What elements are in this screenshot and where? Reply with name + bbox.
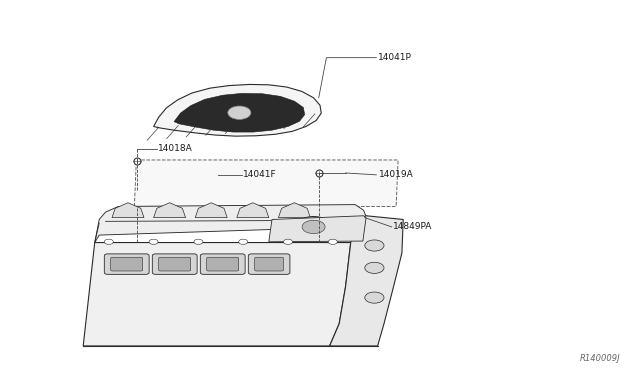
Polygon shape: [134, 160, 398, 206]
Circle shape: [296, 217, 332, 237]
Text: 14849PA: 14849PA: [393, 222, 433, 231]
Circle shape: [302, 220, 325, 234]
FancyBboxPatch shape: [104, 254, 149, 275]
Circle shape: [239, 239, 248, 244]
FancyBboxPatch shape: [207, 257, 239, 271]
FancyBboxPatch shape: [152, 254, 197, 275]
Polygon shape: [154, 84, 321, 136]
Polygon shape: [195, 203, 227, 218]
Polygon shape: [237, 203, 269, 218]
Text: 14019A: 14019A: [379, 170, 413, 179]
Circle shape: [284, 239, 292, 244]
Polygon shape: [83, 243, 351, 346]
FancyBboxPatch shape: [248, 254, 290, 275]
Circle shape: [365, 240, 384, 251]
Polygon shape: [174, 93, 305, 132]
FancyBboxPatch shape: [111, 257, 143, 271]
Circle shape: [228, 106, 251, 119]
Circle shape: [328, 239, 337, 244]
Circle shape: [104, 239, 113, 244]
Text: R140009J: R140009J: [580, 354, 621, 363]
FancyBboxPatch shape: [255, 257, 284, 271]
Polygon shape: [278, 203, 310, 218]
Polygon shape: [330, 216, 403, 346]
Circle shape: [365, 292, 384, 303]
Text: 14018A: 14018A: [158, 144, 193, 153]
Polygon shape: [269, 216, 366, 242]
Circle shape: [365, 262, 384, 273]
Polygon shape: [112, 203, 144, 218]
Circle shape: [149, 239, 158, 244]
Text: 14041P: 14041P: [378, 53, 412, 62]
Polygon shape: [154, 203, 186, 218]
FancyBboxPatch shape: [159, 257, 191, 271]
Polygon shape: [95, 205, 366, 243]
Text: 14041F: 14041F: [243, 170, 277, 179]
FancyBboxPatch shape: [200, 254, 245, 275]
Circle shape: [194, 239, 203, 244]
